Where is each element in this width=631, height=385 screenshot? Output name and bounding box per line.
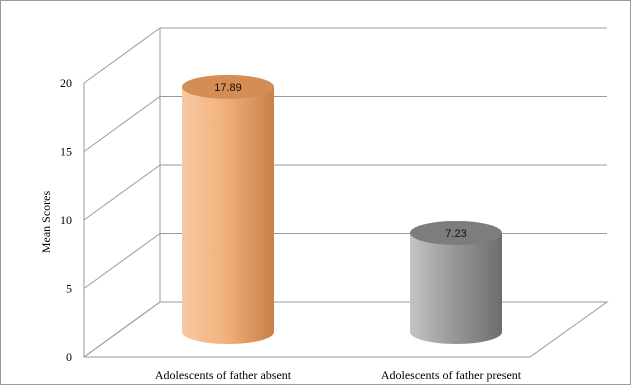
y-tick-label: 5 [66, 282, 72, 296]
bar-top [182, 74, 274, 99]
side-wall-gridlines [83, 27, 161, 358]
y-axis-title: Mean Scores [39, 191, 53, 254]
y-tick-label: 10 [60, 213, 72, 227]
bar-body [182, 86, 274, 345]
side-gridline-15 [83, 96, 161, 152]
bar-0 [182, 74, 274, 345]
y-tick-label: 15 [60, 145, 72, 159]
bar-1 [410, 220, 502, 344]
floor [82, 301, 609, 358]
x-category-label: Adolescents of father present [381, 368, 522, 382]
y-axis-ticks: 0 5 10 15 20 [60, 76, 72, 364]
bar-top [410, 220, 502, 245]
data-label: 17.89 [214, 82, 242, 94]
side-gridline-5 [83, 233, 161, 289]
bars [182, 74, 502, 345]
x-axis-categories: Adolescents of father absent Adolescents … [155, 368, 522, 382]
data-labels: 17.89 7.23 [214, 82, 466, 240]
bar-body [410, 232, 502, 344]
floor-outline [82, 301, 609, 358]
x-category-label: Adolescents of father absent [155, 368, 292, 382]
y-tick-label: 20 [60, 76, 72, 90]
side-gridline-20 [83, 27, 161, 84]
y-tick-label: 0 [66, 350, 72, 364]
side-gridline-10 [83, 164, 161, 221]
data-label: 7.23 [445, 228, 466, 240]
